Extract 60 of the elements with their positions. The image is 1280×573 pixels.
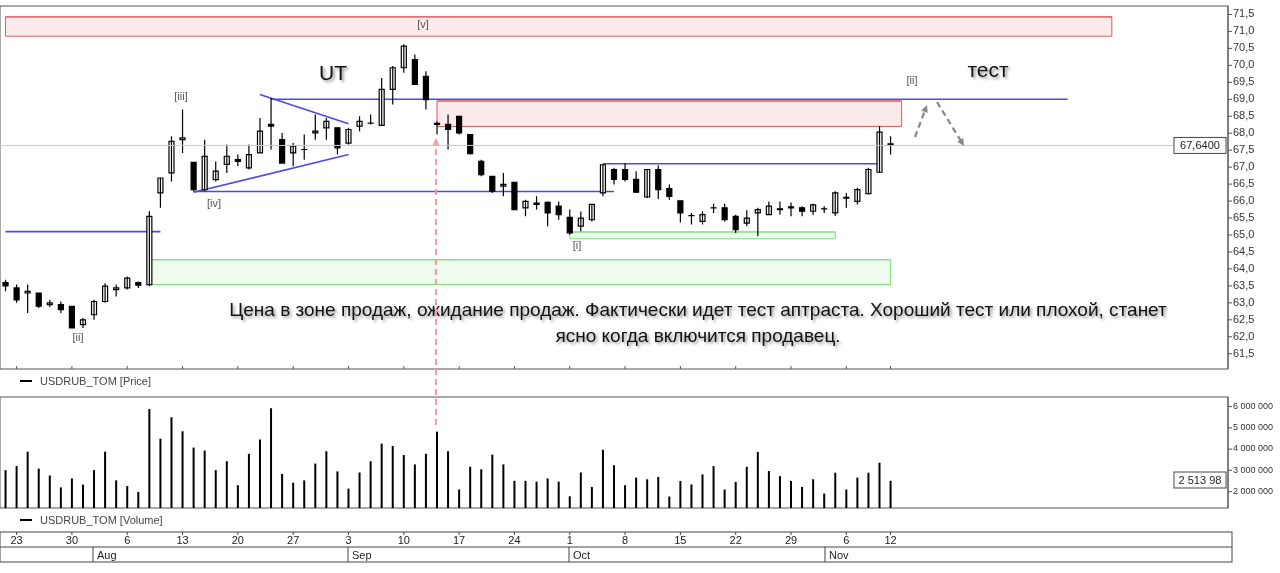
- x-tick-label: 23: [10, 534, 23, 546]
- ref-line-label: 67,6400: [1180, 139, 1220, 152]
- x-tick-label: 8: [622, 534, 629, 546]
- text: Sep: [352, 549, 372, 561]
- y-tick-label: 66,0: [1233, 193, 1255, 206]
- y-tick-label: 69,0: [1233, 92, 1255, 105]
- y-tick-label: 68,0: [1233, 126, 1255, 139]
- x-tick-label: 22: [729, 534, 742, 546]
- annotation: [ii]: [72, 330, 84, 343]
- y-tick-label: 63,5: [1233, 278, 1255, 291]
- y-tick-label: 64,5: [1233, 244, 1255, 257]
- x-tick-label: 10: [397, 534, 410, 546]
- legend-label: USDRUB_TOM [Volume]: [40, 514, 163, 526]
- annotation: [iii]: [174, 89, 188, 102]
- x-tick-label: 29: [784, 534, 798, 546]
- y-tick-label: 4 000 000: [1233, 443, 1274, 454]
- text: Nov: [829, 549, 850, 561]
- x-tick-label: 15: [674, 534, 687, 546]
- annotation: UT: [319, 60, 348, 84]
- annotation: [iv]: [206, 196, 222, 209]
- text: Oct: [573, 549, 591, 561]
- x-tick-label: 20: [231, 534, 244, 546]
- y-tick-label: 70,5: [1233, 41, 1255, 54]
- x-tick-label: 6: [843, 534, 850, 546]
- annotation: Цена в зоне продаж, ожидание продаж. Фактически идет тест аптраста. Хороший тест или плохой, станет ясно когда включится продавец.: [228, 298, 1168, 348]
- annotation: [i]: [572, 238, 582, 251]
- x-tick-label: 24: [508, 534, 521, 546]
- y-tick-label: 64,0: [1233, 261, 1255, 274]
- y-tick-label: 65,5: [1233, 210, 1255, 223]
- annotation: тест: [967, 57, 1009, 81]
- y-tick-label: 71,0: [1233, 24, 1255, 37]
- y-tick-label: 68,5: [1233, 109, 1255, 122]
- y-tick-label: 69,5: [1233, 75, 1255, 88]
- y-tick-label: 67,0: [1233, 160, 1255, 173]
- annotation: 2 513 98: [1178, 474, 1222, 486]
- y-tick-label: 5 000 000: [1233, 422, 1274, 433]
- annotation: [v]: [417, 17, 429, 30]
- x-tick-label: 17: [452, 534, 466, 546]
- y-tick-label: 65,0: [1233, 227, 1255, 240]
- text: Aug: [97, 549, 117, 561]
- x-tick-label: 30: [65, 534, 79, 546]
- y-tick-label: 71,5: [1233, 7, 1255, 20]
- x-tick-label: 6: [124, 534, 131, 546]
- y-tick-label: 63,0: [1233, 295, 1255, 308]
- y-tick-label: 70,0: [1233, 58, 1255, 71]
- x-tick-label: 27: [287, 534, 300, 546]
- x-tick-label: 13: [176, 534, 189, 546]
- y-tick-label: 62,5: [1233, 312, 1255, 325]
- y-tick-label: 62,0: [1233, 329, 1255, 342]
- y-tick-label: 67,5: [1233, 143, 1255, 156]
- x-tick-label: 3: [345, 534, 352, 546]
- y-tick-label: 61,5: [1233, 346, 1255, 359]
- x-tick-label: 12: [884, 534, 897, 546]
- y-tick-label: 6 000 000: [1233, 400, 1274, 411]
- x-tick-label: 1: [566, 534, 573, 546]
- y-tick-label: 66,5: [1233, 177, 1255, 190]
- legend-label: USDRUB_TOM [Price]: [40, 375, 152, 387]
- annotation: [ii]: [906, 73, 918, 86]
- y-tick-label: 3 000 000: [1233, 464, 1274, 475]
- y-tick-label: 2 000 000: [1233, 486, 1274, 496]
